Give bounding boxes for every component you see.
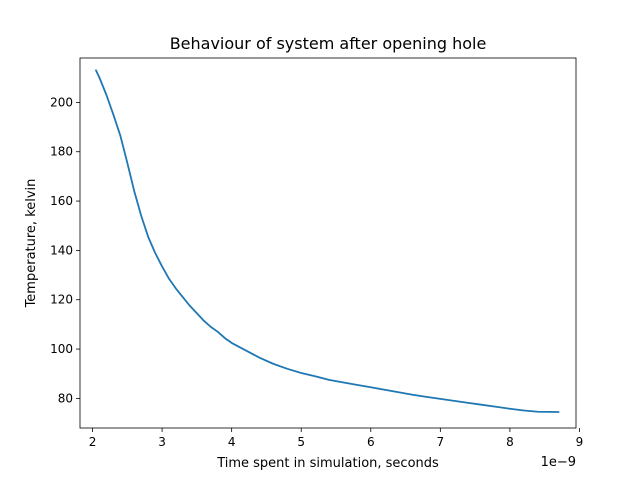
y-tick-label: 160 (50, 194, 73, 208)
x-axis: 2 3 4 5 6 7 8 9 (89, 428, 584, 449)
x-axis-label: Time spent in simulation, seconds (216, 456, 439, 471)
plot-frame (79, 57, 577, 429)
x-tick-label: 5 (297, 435, 305, 449)
y-tick-label: 180 (50, 145, 73, 159)
chart-title: Behaviour of system after opening hole (170, 34, 487, 53)
plot-area (80, 58, 576, 428)
x-tick-label: 8 (506, 435, 514, 449)
y-tick-label: 120 (50, 293, 73, 307)
y-tick-label: 80 (58, 391, 73, 405)
y-tick-label: 100 (50, 342, 73, 356)
y-tick-label: 140 (50, 243, 73, 257)
x-tick-label: 3 (158, 435, 166, 449)
x-tick-label: 4 (228, 435, 236, 449)
x-tick-label: 6 (367, 435, 375, 449)
x-tick-label: 2 (89, 435, 97, 449)
series-layer (95, 69, 560, 413)
x-tick-label: 7 (437, 435, 445, 449)
y-axis-label: Temperature, kelvin (24, 179, 39, 309)
series-line-0 (95, 69, 560, 413)
y-axis: 80 100 120 140 160 180 200 (50, 95, 80, 405)
x-tick-label: 9 (576, 435, 584, 449)
y-tick-label: 200 (50, 95, 73, 109)
x-axis-offset-label: 1e−9 (541, 455, 576, 470)
